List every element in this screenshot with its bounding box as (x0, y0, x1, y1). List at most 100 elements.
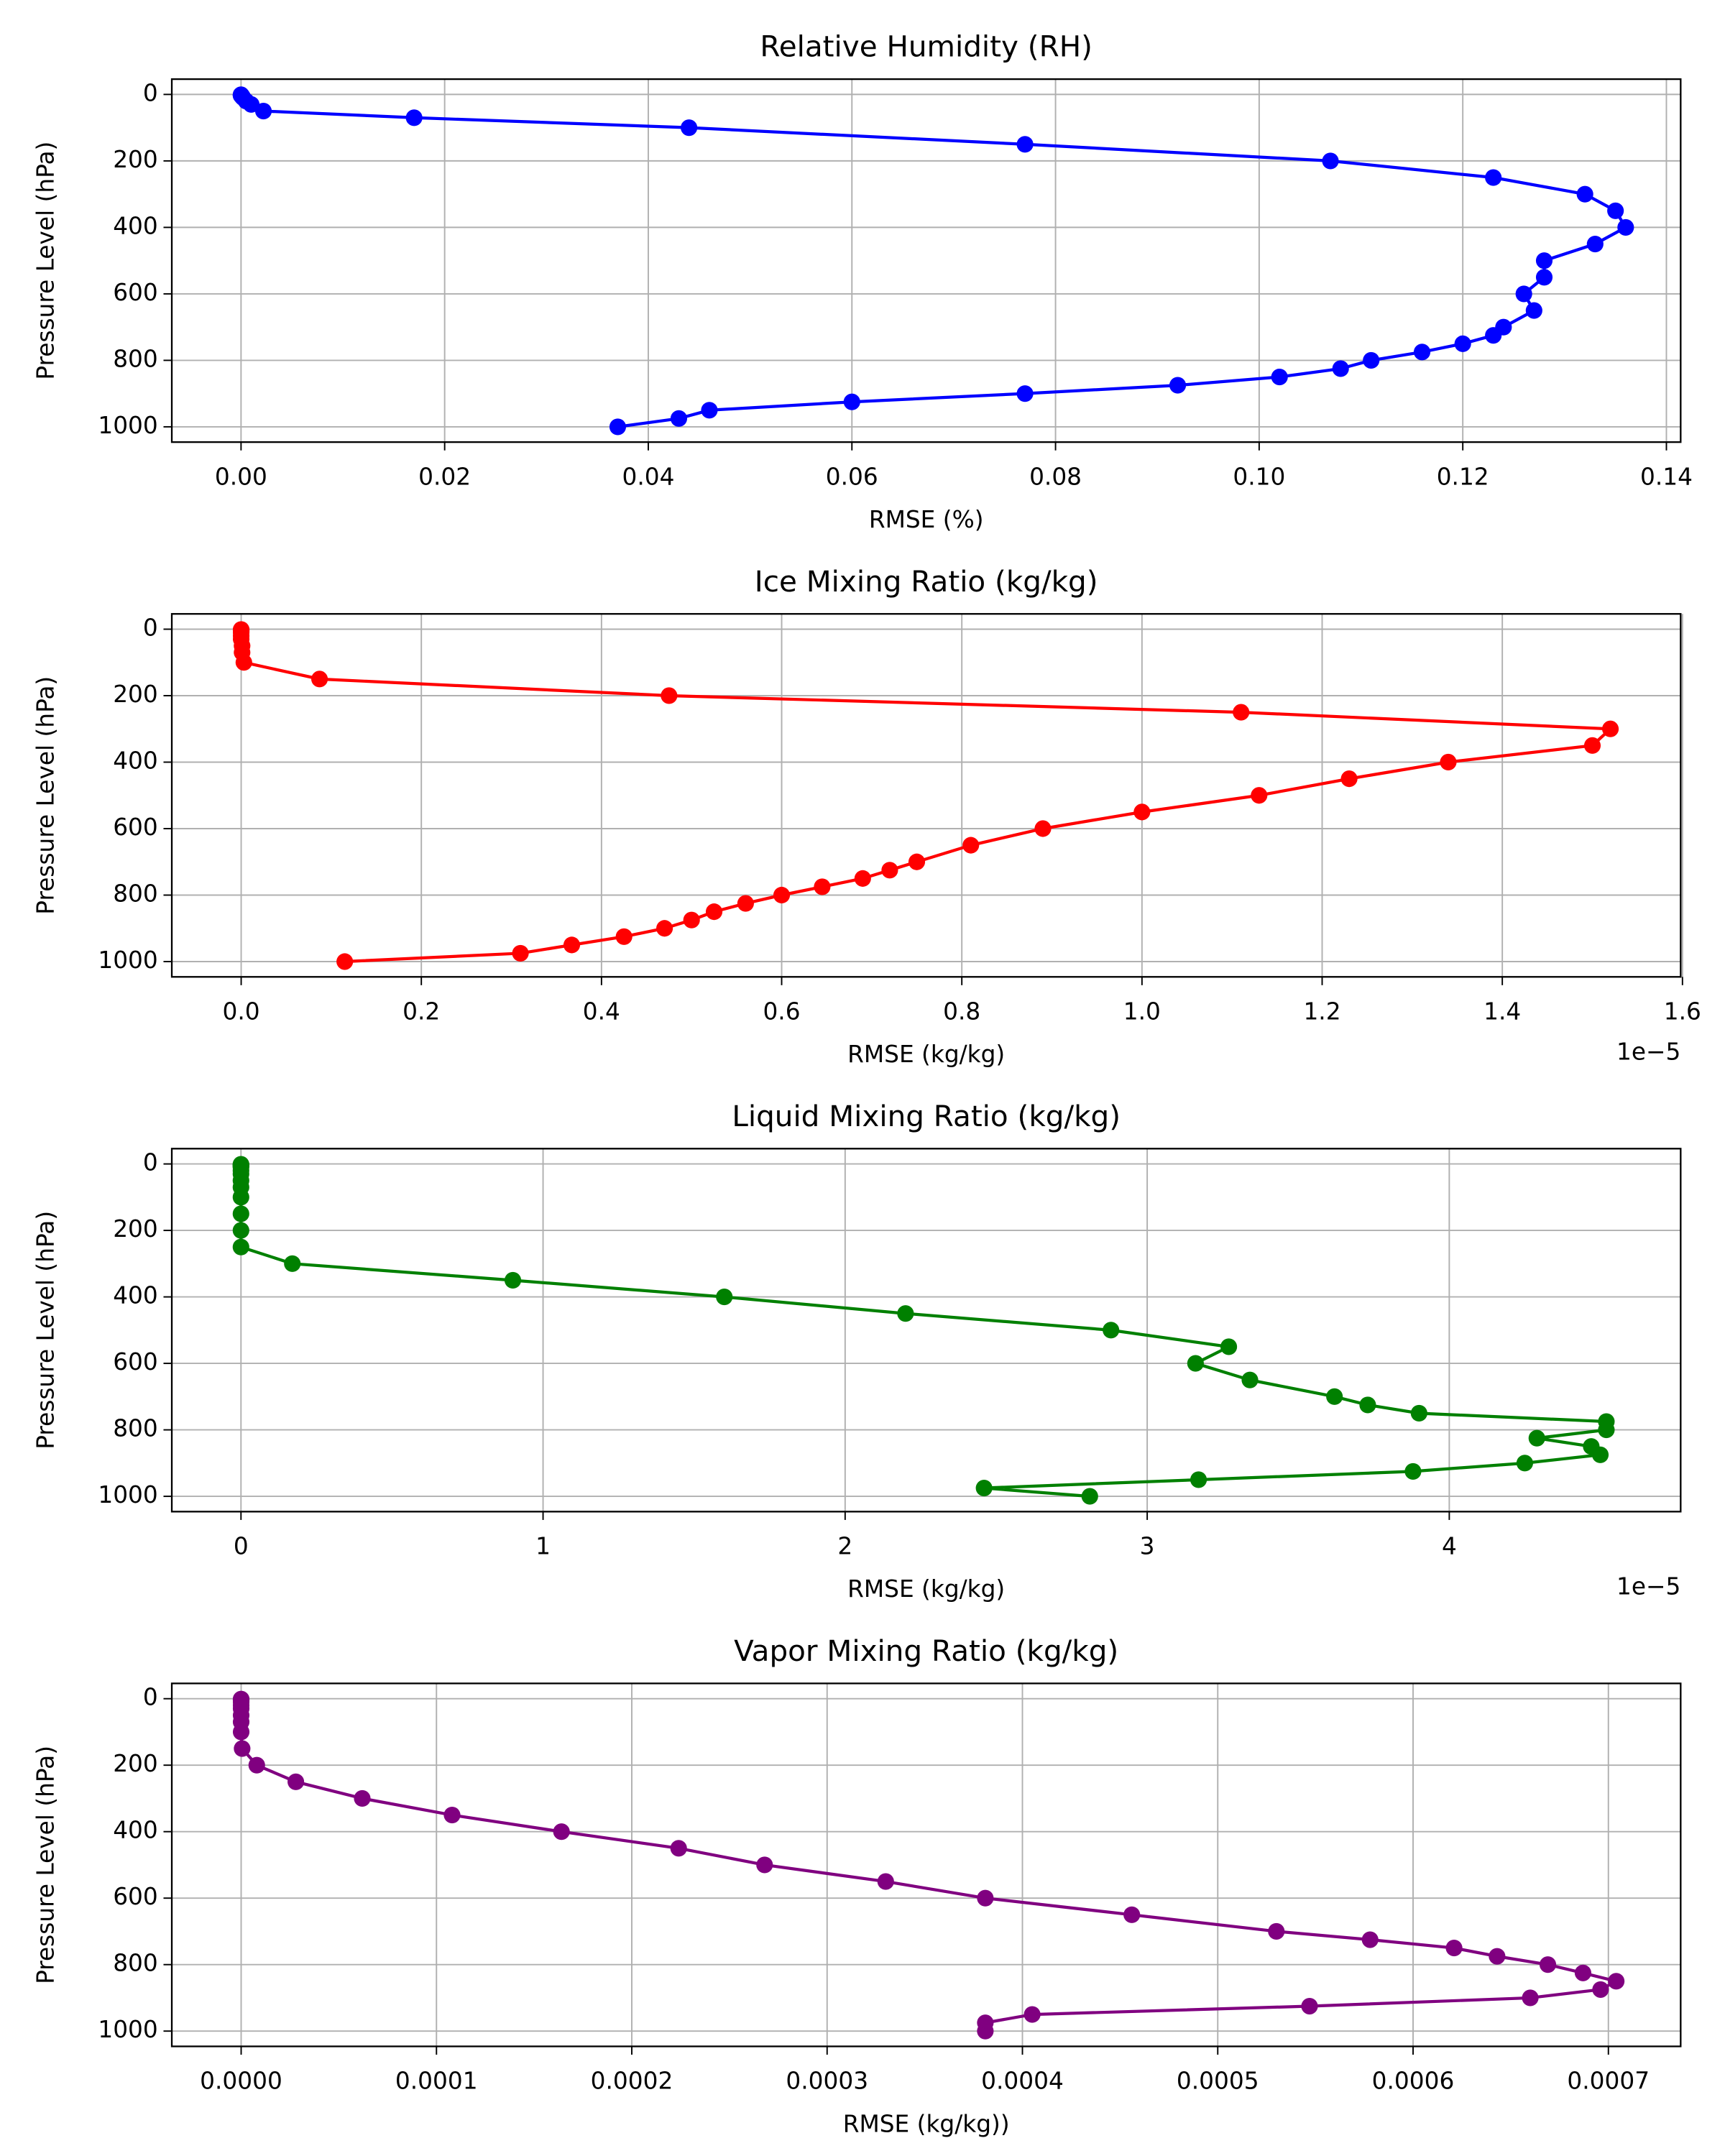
x-tick-label: 0.0 (222, 998, 259, 1025)
series-line (239, 1164, 1609, 1498)
x-tick-label: 0.8 (943, 998, 980, 1025)
chart-title: Relative Humidity (RH) (760, 29, 1092, 64)
data-point (1617, 218, 1634, 236)
x-offset-label: 1e−5 (1616, 1572, 1680, 1600)
data-point (563, 936, 581, 954)
data-point (670, 1840, 687, 1857)
data-point (232, 1222, 249, 1239)
data-point (1190, 1471, 1208, 1488)
panel: 0.00 0.02 0.04 0.06 0.08 0.10 0.12 0.14 0 200 400 6… (32, 29, 1693, 533)
data-point (1574, 1964, 1592, 1981)
data-point (661, 687, 678, 704)
data-point (232, 1205, 249, 1222)
data-point (1485, 327, 1502, 344)
data-point (1016, 385, 1034, 402)
data-point (1583, 737, 1601, 754)
data-point (1340, 770, 1358, 788)
y-tick-label: 800 (113, 1950, 158, 1977)
data-point (1169, 377, 1187, 394)
y-tick-label: 1000 (98, 1481, 157, 1508)
y-tick-label: 400 (113, 1817, 158, 1844)
data-point (701, 402, 718, 419)
data-point (716, 1289, 733, 1306)
data-point (1326, 1388, 1343, 1405)
data-point (1440, 753, 1457, 771)
chart-title: Liquid Mixing Ratio (kg/kg) (732, 1099, 1121, 1133)
data-point (670, 410, 688, 427)
data-point (756, 1856, 773, 1874)
data-point (854, 870, 871, 887)
x-tick-label: 4 (1442, 1532, 1457, 1560)
data-point (962, 837, 980, 854)
y-tick-label: 600 (113, 814, 158, 841)
x-tick-label: 0.0004 (981, 2068, 1064, 2095)
data-point (1103, 1322, 1120, 1339)
data-point (1489, 1948, 1506, 1965)
x-tick-label: 1.4 (1484, 998, 1521, 1025)
data-point (1522, 1989, 1539, 2007)
x-offset-label: 1e−5 (1616, 1038, 1680, 1065)
panel: 0.0000 0.0001 0.0002 0.0003 0.0004 0.0005 0.00… (32, 1634, 1682, 2137)
x-axis-label: RMSE (kg/kg)) (843, 2110, 1010, 2137)
y-tick-label: 0 (143, 79, 158, 106)
y-tick-label: 400 (113, 212, 158, 239)
data-point (683, 911, 700, 929)
x-tick-label: 3 (1140, 1532, 1155, 1560)
data-point (1535, 269, 1553, 286)
data-point (242, 96, 260, 113)
data-point (1359, 1396, 1376, 1414)
x-tick-label: 0 (234, 1532, 249, 1560)
y-tick-label: 0 (143, 1149, 158, 1176)
series-line (239, 1699, 1621, 2032)
x-tick-label: 0.06 (826, 463, 878, 490)
y-tick-label: 800 (113, 345, 158, 372)
data-point (1251, 787, 1268, 804)
data-point (504, 1271, 522, 1289)
data-point (1516, 1455, 1534, 1472)
data-point (1576, 185, 1593, 203)
data-point (656, 920, 673, 937)
x-tick-label: 0.0002 (591, 2068, 673, 2095)
data-point (1586, 235, 1604, 253)
x-tick-label: 0.00 (215, 463, 267, 490)
data-point (1322, 152, 1339, 170)
x-tick-label: 0.12 (1437, 463, 1489, 490)
data-point (705, 903, 723, 921)
data-point (1081, 1488, 1098, 1505)
y-tick-label: 400 (113, 1282, 158, 1309)
data-point (1332, 360, 1349, 377)
x-tick-label: 1.6 (1664, 998, 1701, 1025)
data-point (1535, 252, 1553, 270)
y-tick-label: 1000 (98, 412, 157, 439)
panel: 0.0 0.2 0.4 0.6 0.8 1.0 1.2 1.4 1.6 0 200 400 600 800… (32, 564, 1701, 1068)
y-tick-label: 600 (113, 1883, 158, 1910)
data-point (1301, 1997, 1318, 2015)
x-tick-label: 0.10 (1233, 463, 1285, 490)
y-tick-label: 1000 (98, 946, 157, 974)
x-tick-label: 0.08 (1029, 463, 1082, 490)
x-tick-label: 0.0005 (1177, 2068, 1259, 2095)
y-tick-label: 600 (113, 1348, 158, 1376)
y-tick-label: 200 (113, 1750, 158, 1777)
y-tick-label: 0 (143, 614, 158, 641)
data-point (1410, 1404, 1427, 1422)
data-point (1445, 1940, 1463, 1957)
y-tick-label: 200 (113, 681, 158, 708)
plot-frame (170, 1148, 1682, 1513)
panel: 0 1 2 3 4 0 200 400 600 800 1000 Liquid Mixing Rati… (32, 1099, 1682, 1603)
series-line (239, 94, 1628, 428)
data-point (1591, 1446, 1609, 1463)
y-tick-label: 200 (113, 146, 158, 173)
data-point (443, 1806, 461, 1824)
data-point (235, 654, 252, 671)
data-point (232, 1238, 249, 1256)
data-point (881, 862, 898, 879)
data-point (1607, 202, 1624, 219)
data-point (977, 1889, 994, 1907)
y-axis-label: Pressure Level (hPa) (32, 1211, 60, 1450)
data-point (1413, 344, 1431, 361)
data-point (1592, 1981, 1609, 1998)
data-point (354, 1789, 371, 1807)
